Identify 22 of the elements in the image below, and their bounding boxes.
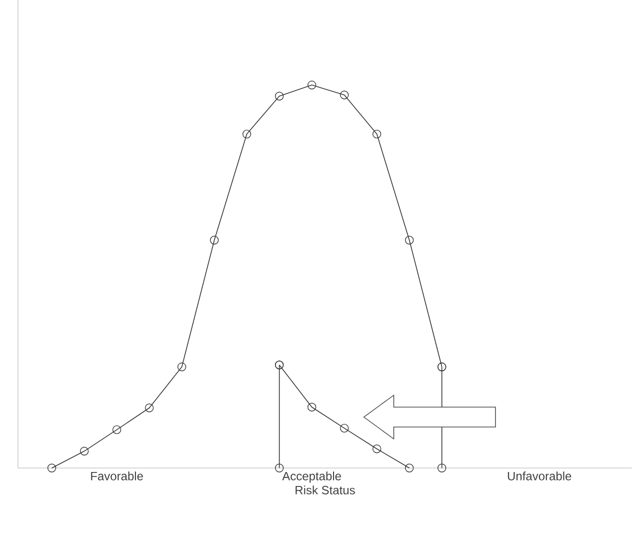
point (405, 236, 414, 244)
x-tick-label: Acceptable (282, 472, 341, 483)
point (405, 464, 414, 472)
x-tick-label: Unfavorable (508, 472, 572, 480)
point (177, 362, 186, 372)
point (112, 425, 122, 434)
x-tick-label: Favorable (91, 472, 143, 480)
point (274, 92, 284, 100)
point (438, 464, 446, 472)
point (242, 130, 252, 138)
point (372, 130, 382, 138)
point (144, 404, 154, 412)
point (307, 402, 316, 412)
point (340, 90, 349, 100)
point (47, 464, 56, 472)
x-axis-title: Risk Status (296, 486, 355, 494)
point (340, 424, 349, 433)
point (210, 236, 219, 244)
point (307, 80, 316, 90)
point (274, 464, 284, 472)
point (80, 446, 89, 456)
point (372, 444, 382, 454)
